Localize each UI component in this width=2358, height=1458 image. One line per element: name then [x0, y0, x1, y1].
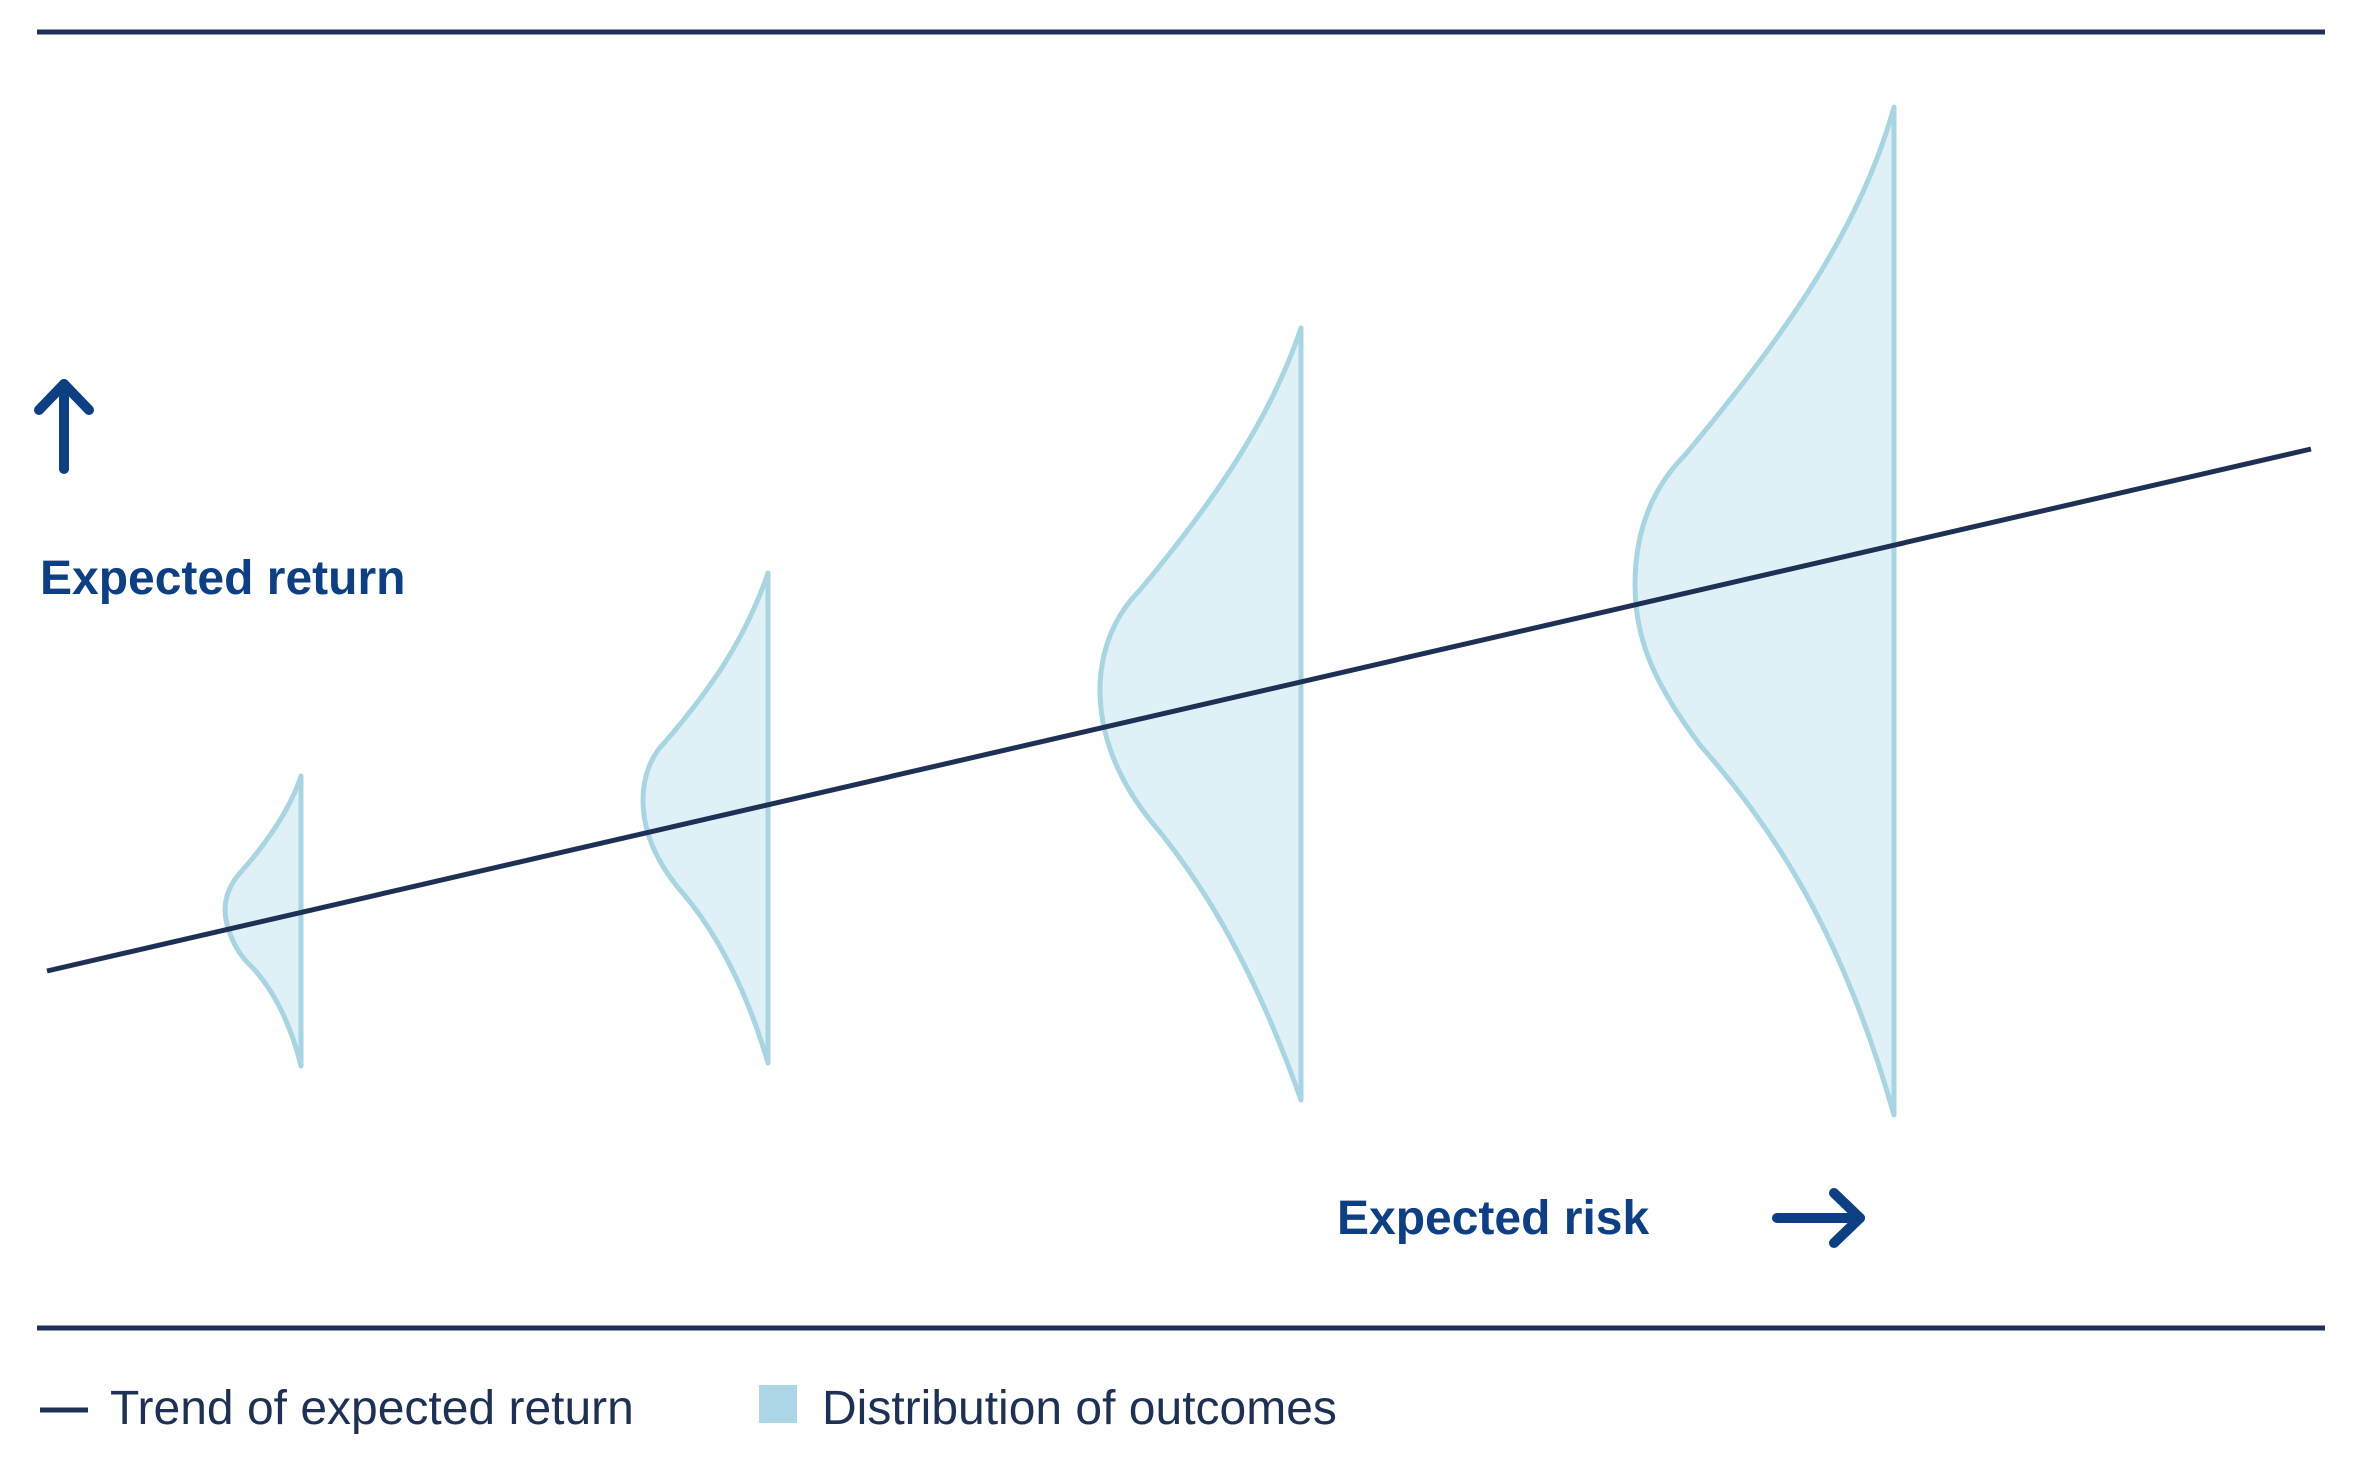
distribution-group: [222, 104, 1897, 1118]
legend-label-distribution: Distribution of outcomes: [822, 1382, 1337, 1435]
trend-line: [46, 446, 2312, 974]
y-axis-label: Expected return: [40, 552, 405, 605]
arrow-right-icon: [1772, 1188, 1865, 1248]
legend-label-trend: Trend of expected return: [110, 1382, 634, 1435]
distribution-shape-high-risk: [1632, 104, 1897, 1118]
legend: Trend of expected return Distribution of…: [40, 1382, 1337, 1435]
distribution-shape-elevated-risk: [1097, 325, 1304, 1103]
legend-swatch-symbol: [759, 1385, 797, 1423]
x-axis-label: Expected risk: [1337, 1192, 1649, 1245]
arrow-up-icon: [34, 379, 94, 474]
